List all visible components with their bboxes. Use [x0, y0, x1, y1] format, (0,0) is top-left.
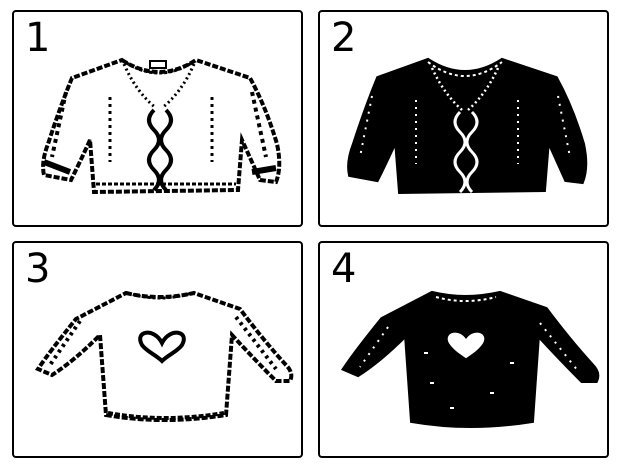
- panel-4[interactable]: 4: [318, 241, 609, 458]
- pullover-heart-white-icon: [35, 290, 294, 422]
- panel-2[interactable]: 2: [318, 10, 609, 227]
- cardigan-cable-black-icon: [347, 57, 588, 195]
- panel-number: 3: [25, 246, 51, 292]
- panel-1[interactable]: 1: [12, 10, 303, 227]
- panel-number: 1: [25, 15, 51, 61]
- panel-number: 4: [331, 246, 357, 292]
- pullover-heart-black-icon: [341, 290, 600, 428]
- cardigan-cable-white-icon: [41, 57, 282, 195]
- panel-3[interactable]: 3: [12, 241, 303, 458]
- panel-number: 2: [331, 15, 357, 61]
